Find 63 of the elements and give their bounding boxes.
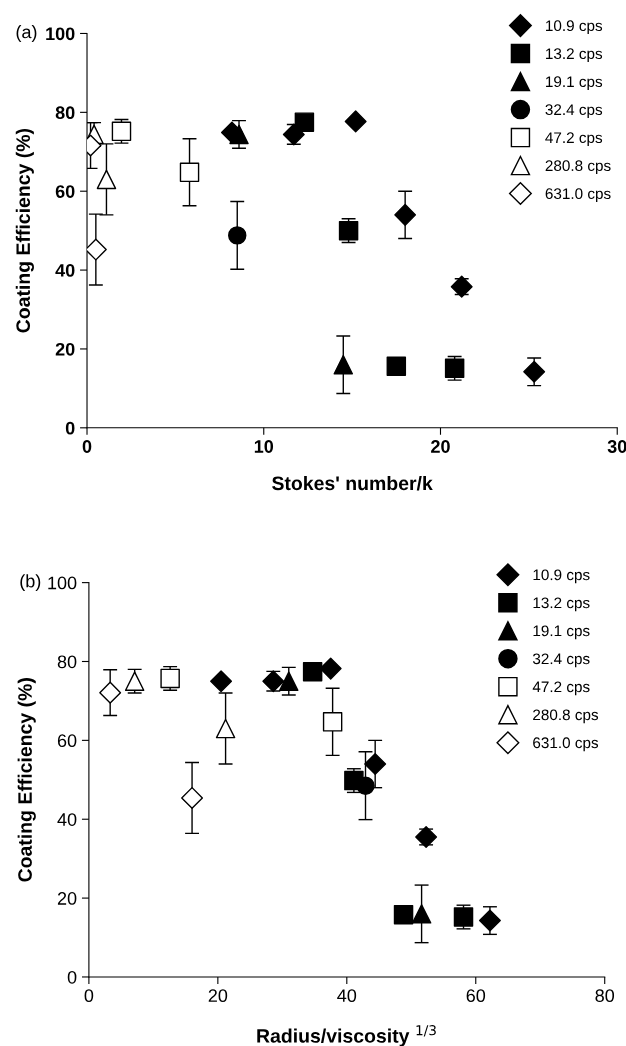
x-tick-label: 20 (431, 440, 450, 453)
y-tick-label: 60 (55, 185, 75, 198)
x-tick-label: 80 (595, 989, 615, 1003)
x-tick-label: 60 (466, 989, 486, 1003)
y-tick-label: 80 (55, 106, 75, 120)
legend-label: 47.2 cps (532, 681, 590, 696)
y-axis-title: Coating Efficiency (%) (15, 128, 34, 333)
point (179, 162, 200, 183)
legend-label: 280.8 cps (545, 160, 611, 175)
legend-label: 47.2 cps (545, 132, 603, 147)
point (229, 124, 249, 145)
legend-label: 32.4 cps (545, 104, 603, 119)
x-tick-label: 0 (82, 440, 92, 453)
y-tick-label: 20 (55, 342, 75, 356)
y-tick-label: 100 (48, 576, 77, 590)
legend-label: 10.9 cps (533, 569, 590, 584)
point (386, 356, 407, 377)
point (228, 226, 247, 245)
legend-label: 280.8 cps (533, 709, 599, 724)
x-tick-label: 0 (84, 989, 94, 1003)
y-tick-label: 40 (57, 813, 77, 826)
y-axis-title: Coating Efficiency (%) (17, 678, 36, 882)
legend-label: 13.2 cps (546, 48, 603, 63)
y-tick-label: 100 (46, 27, 75, 41)
point (96, 169, 117, 190)
y-tick-label: 20 (57, 892, 77, 905)
y-tick-label: 60 (57, 734, 77, 748)
point (364, 753, 387, 776)
point (279, 671, 299, 691)
legend-label: 631.0 cps (545, 188, 611, 203)
point (333, 354, 354, 375)
point (319, 657, 342, 680)
text: (a) (16, 25, 37, 42)
point (99, 681, 122, 704)
point (210, 670, 233, 693)
y-tick-label: 0 (65, 421, 75, 435)
x-axis-title: Stokes' number/k (272, 475, 433, 491)
point (411, 904, 432, 924)
legend-label: 19.1 cps (546, 76, 603, 91)
point (294, 112, 315, 132)
x-axis-title: Radius/viscosity $^{1/3}$ (257, 1025, 436, 1046)
legend-label: 10.9 cps (546, 20, 603, 35)
point (181, 786, 204, 809)
point (478, 909, 501, 932)
text: (b) (20, 574, 41, 592)
x-tick-label: 40 (337, 989, 357, 1003)
point (302, 661, 323, 682)
legend-label: 13.2 cps (533, 597, 590, 612)
y-tick-label: 40 (55, 264, 75, 277)
legend-label: 631.0 cps (533, 737, 599, 752)
y-tick-label: 0 (67, 970, 77, 984)
point (394, 203, 417, 226)
y-tick-label: 80 (57, 655, 77, 669)
x-tick-label: 10 (254, 440, 274, 453)
point (215, 718, 236, 739)
legend-label: 32.4 cps (532, 653, 590, 668)
point (356, 776, 375, 795)
legend-label: 19.1 cps (533, 625, 590, 640)
point (393, 904, 414, 925)
x-tick-label: 30 (607, 440, 626, 453)
point (322, 712, 343, 732)
x-tick-label: 20 (208, 989, 228, 1003)
point (344, 110, 367, 133)
